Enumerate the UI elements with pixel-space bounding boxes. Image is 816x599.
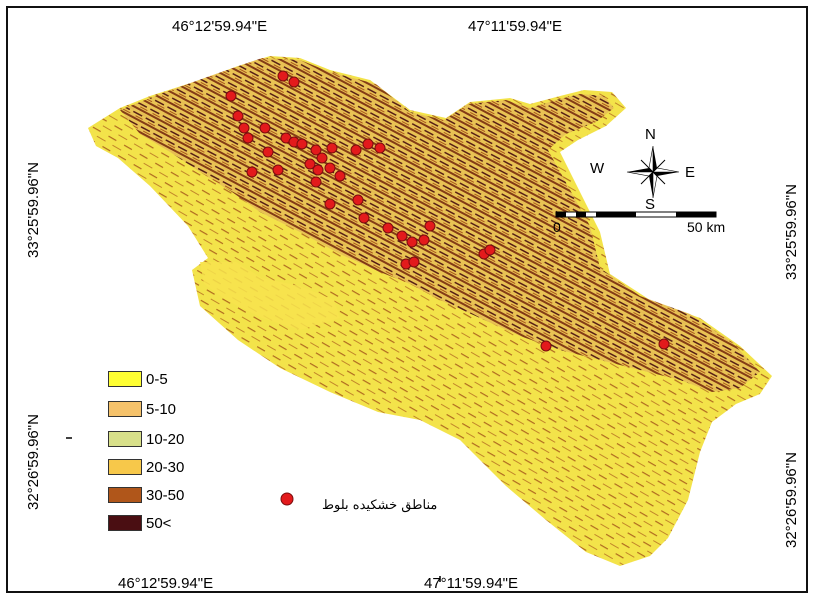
dieback-point	[358, 212, 370, 224]
legend-swatch	[108, 515, 142, 531]
dieback-point	[259, 122, 271, 134]
scale-start-label: 0	[553, 219, 561, 235]
legend-label: 20-30	[146, 458, 185, 476]
dieback-point	[658, 338, 670, 350]
compass-south-label: S	[645, 196, 656, 213]
coord-left-upper: 33°25'59.96"N	[25, 162, 42, 258]
dieback-point	[246, 166, 258, 178]
oak-dieback-points	[225, 70, 670, 352]
dieback-point	[312, 164, 324, 176]
legend-label: 30-50	[146, 486, 185, 504]
legend-label: 5-10	[146, 400, 177, 418]
legend-item: 5-10	[108, 398, 176, 420]
legend-swatch	[108, 431, 142, 447]
legend-item: 10-20	[108, 428, 184, 450]
legend-item: 50<	[108, 512, 171, 534]
dieback-point	[304, 158, 316, 170]
dieback-point	[350, 144, 362, 156]
dieback-point	[296, 138, 308, 150]
legend-swatch	[108, 487, 142, 503]
dieback-point	[418, 234, 430, 246]
dieback-point	[374, 142, 386, 154]
dieback-point	[262, 146, 274, 158]
dieback-point	[540, 340, 552, 352]
dieback-point	[352, 194, 364, 206]
legend-swatch	[108, 459, 142, 475]
compass-rose-icon	[626, 145, 680, 199]
coord-top-right: 47°11'59.94"E	[468, 18, 562, 35]
legend-item: 0-5	[108, 368, 168, 390]
dieback-point	[310, 176, 322, 188]
dieback-point	[324, 162, 336, 174]
legend-item: 20-30	[108, 456, 184, 478]
legend-swatch	[108, 371, 142, 387]
coord-right-lower: 32°26'59.96"N	[783, 452, 800, 548]
coord-top-left: 46°12'59.94"E	[172, 18, 268, 35]
coord-left-lower: 32°26'59.96"N	[25, 414, 42, 510]
legend-label: 50<	[146, 514, 172, 532]
dieback-point	[277, 70, 289, 82]
compass-north-label: N	[645, 126, 656, 143]
dieback-point	[382, 222, 394, 234]
coord-bottom-right: 47°11'59.94"E	[424, 575, 518, 592]
dieback-point	[316, 152, 328, 164]
dieback-point	[484, 244, 496, 256]
points-legend-symbol	[280, 492, 294, 506]
legend-item: 30-50	[108, 484, 184, 506]
compass-east-label: E	[685, 164, 696, 181]
dieback-point	[288, 76, 300, 88]
dieback-point	[238, 122, 250, 134]
dieback-point	[324, 198, 336, 210]
study-area-bright-patch	[200, 262, 340, 330]
dieback-point	[406, 236, 418, 248]
legend-label: 0-5	[146, 370, 168, 388]
dieback-point	[424, 220, 436, 232]
dieback-point	[326, 142, 338, 154]
scale-bar	[555, 211, 717, 218]
dieback-point	[408, 256, 420, 268]
dieback-point	[272, 164, 284, 176]
coord-bottom-left: 46°12'59.94"E	[118, 575, 214, 592]
compass-west-label: W	[590, 160, 605, 177]
dieback-point	[334, 170, 346, 182]
dieback-point	[232, 110, 244, 122]
legend-swatch	[108, 401, 142, 417]
dieback-point	[396, 230, 408, 242]
dieback-point	[310, 144, 322, 156]
points-legend-label: مناطق خشکیده بلوط	[322, 498, 438, 513]
dieback-point	[362, 138, 374, 150]
study-area-high-slope	[120, 58, 760, 392]
coord-right-upper: 33°25'59.96"N	[783, 184, 800, 280]
dieback-point	[225, 90, 237, 102]
scale-end-label: 50 km	[687, 219, 726, 235]
dieback-point	[242, 132, 254, 144]
legend-label: 10-20	[146, 430, 185, 448]
